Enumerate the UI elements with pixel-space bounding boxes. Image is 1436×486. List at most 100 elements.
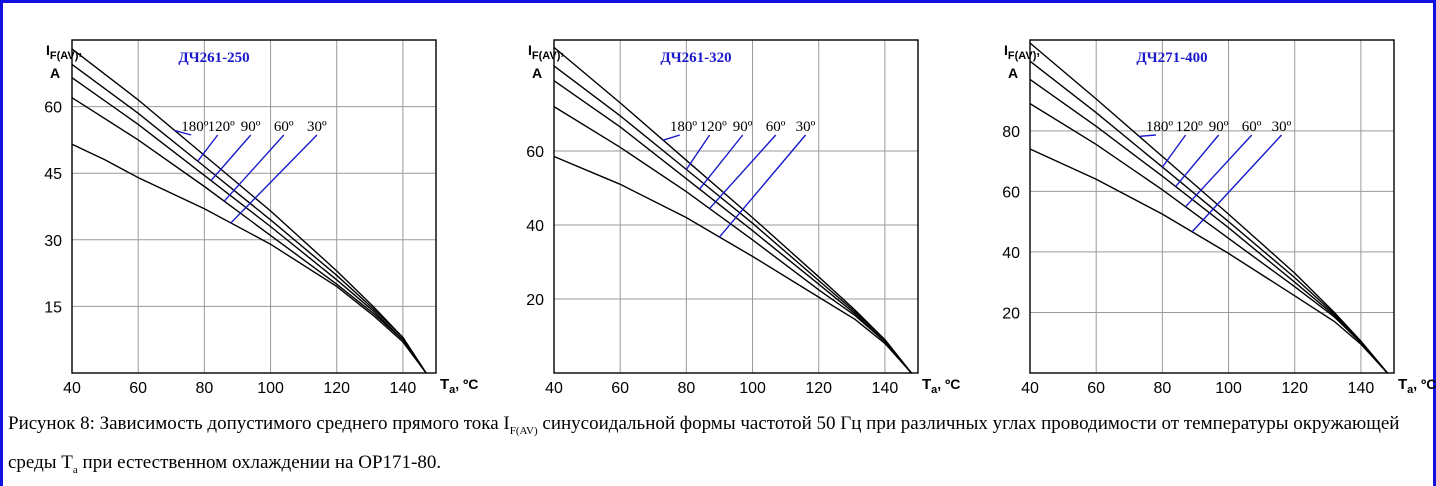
angle-label: 60º xyxy=(766,119,786,135)
series-line-30deg xyxy=(71,143,427,374)
angle-pointer-line xyxy=(210,134,252,181)
chart-title: ДЧ261-320 xyxy=(660,50,731,66)
y-axis-unit: A xyxy=(532,65,542,81)
series-line-60deg xyxy=(553,106,912,374)
x-axis-label-main: T xyxy=(922,376,931,393)
series-line-30deg xyxy=(1029,148,1388,374)
y-tick-label: 80 xyxy=(1002,124,1020,141)
angle-pointer-line xyxy=(1139,134,1156,138)
x-axis-label-sub: a xyxy=(1407,384,1414,396)
x-axis-label: Ta, ºC xyxy=(922,376,960,396)
angle-pointer-line xyxy=(197,134,219,162)
y-tick-label: 45 xyxy=(44,166,62,183)
series-line-180deg xyxy=(553,46,912,374)
caption-part1: Рисунок 8: Зависимость допустимого средн… xyxy=(8,413,510,434)
angle-label: 90º xyxy=(1209,119,1229,135)
angle-pointer-line xyxy=(685,134,711,170)
y-tick-label: 30 xyxy=(44,233,62,250)
angle-label: 30º xyxy=(1272,119,1292,135)
y-axis-label-main: I xyxy=(46,42,50,58)
x-tick-label: 120 xyxy=(323,380,350,397)
plot-area xyxy=(71,39,437,374)
caption-sub2: a xyxy=(72,463,78,476)
y-axis-label-main: I xyxy=(1004,42,1008,58)
series-line-60deg xyxy=(1029,103,1388,374)
angle-pointer-line xyxy=(718,134,807,238)
plot-area xyxy=(1029,39,1395,374)
x-tick-label: 100 xyxy=(1215,380,1242,397)
x-tick-label: 80 xyxy=(195,380,213,397)
angle-pointer-line xyxy=(1185,134,1253,208)
chart-dch271-400: 40 60 80 100 120 140 20 40 60 80 IF(AV), A Ta, ºC ДЧ2… xyxy=(958,0,1436,410)
series-line-180deg xyxy=(1029,42,1388,374)
angle-label: 60º xyxy=(1242,119,1262,135)
x-axis-label: Ta, ºC xyxy=(1398,376,1436,396)
x-tick-label: 100 xyxy=(739,380,766,397)
y-axis-label-suffix: , xyxy=(560,43,564,58)
angle-label: 90º xyxy=(733,119,753,135)
x-tick-label: 60 xyxy=(611,380,629,397)
x-axis-label-sub: a xyxy=(931,384,938,396)
y-tick-label: 60 xyxy=(44,100,62,117)
x-axis-label-main: T xyxy=(1398,376,1407,393)
x-tick-label: 120 xyxy=(805,380,832,397)
chart-1-svg: 40 60 80 100 120 140 15 30 45 60 IF(AV), A Ta, ºC ДЧ2… xyxy=(44,39,478,397)
chart-dch261-320: 40 60 80 100 120 140 20 40 60 IF(AV), A Ta, ºC ДЧ261… xyxy=(482,0,960,410)
y-tick-label: 20 xyxy=(1002,305,1020,322)
angle-pointer-line xyxy=(1191,134,1283,233)
angle-pointer-line xyxy=(699,134,744,190)
series-line-120deg xyxy=(1029,60,1388,374)
angle-label: 30º xyxy=(307,119,327,135)
caption-sub1: F(AV) xyxy=(509,424,538,437)
angle-pointer-line xyxy=(174,129,192,136)
x-tick-label: 40 xyxy=(545,380,563,397)
angle-label: 180º xyxy=(670,119,698,135)
y-tick-label: 20 xyxy=(526,292,544,309)
angle-pointer-line xyxy=(223,134,285,202)
y-axis-label: IF(AV), xyxy=(528,42,564,62)
chart-dch261-250: 40 60 80 100 120 140 15 30 45 60 IF(AV), A Ta, ºC ДЧ2… xyxy=(0,0,478,410)
chart-title: ДЧ271-400 xyxy=(1136,50,1207,66)
x-axis-label-main: T xyxy=(440,376,449,393)
series-line-30deg xyxy=(553,155,912,374)
angle-label: 30º xyxy=(796,119,816,135)
angle-label: 90º xyxy=(241,119,261,135)
y-axis-label-sub: F(AV) xyxy=(50,50,79,62)
angle-pointer-line xyxy=(709,134,777,210)
angle-pointer-line xyxy=(1161,134,1187,168)
x-tick-label: 100 xyxy=(257,380,284,397)
x-tick-label: 80 xyxy=(1153,380,1171,397)
angle-pointer-line xyxy=(230,134,318,224)
y-axis-unit: A xyxy=(1008,65,1018,81)
chart-3-svg: 40 60 80 100 120 140 20 40 60 80 IF(AV), A Ta, ºC ДЧ2… xyxy=(1002,39,1436,397)
x-tick-label: 40 xyxy=(1021,380,1039,397)
x-tick-label: 140 xyxy=(872,380,899,397)
series-line-120deg xyxy=(71,63,427,374)
caption-part3: при естественном охлаждении на ОР171-80. xyxy=(77,451,442,473)
angle-pointer-line xyxy=(1175,134,1220,187)
angle-label: 120º xyxy=(700,119,728,135)
caption-part2: синусоидальной формы частотой 50 Гц при … xyxy=(8,413,1400,473)
x-axis-label-sub: a xyxy=(449,384,456,396)
angle-label: 180º xyxy=(181,119,209,135)
angle-label: 60º xyxy=(274,119,294,135)
y-axis-label: IF(AV), xyxy=(46,42,82,62)
angle-label: 120º xyxy=(208,119,236,135)
y-axis-label-sub: F(AV) xyxy=(1008,50,1037,62)
x-axis-label-suffix: , ºC xyxy=(455,376,478,392)
y-axis-unit: A xyxy=(50,65,60,81)
y-axis-label: IF(AV), xyxy=(1004,42,1040,62)
y-tick-label: 40 xyxy=(1002,245,1020,262)
y-tick-label: 60 xyxy=(1002,184,1020,201)
angle-pointer-line xyxy=(662,134,681,141)
y-tick-label: 15 xyxy=(44,299,62,316)
plot-area xyxy=(553,39,919,374)
angle-label: 120º xyxy=(1176,119,1204,135)
series-line-120deg xyxy=(553,65,912,374)
y-axis-label-main: I xyxy=(528,42,532,58)
series-line-60deg xyxy=(71,97,427,374)
x-tick-label: 60 xyxy=(129,380,147,397)
x-axis-label: Ta, ºC xyxy=(440,376,478,396)
chart-title: ДЧ261-250 xyxy=(178,50,249,66)
